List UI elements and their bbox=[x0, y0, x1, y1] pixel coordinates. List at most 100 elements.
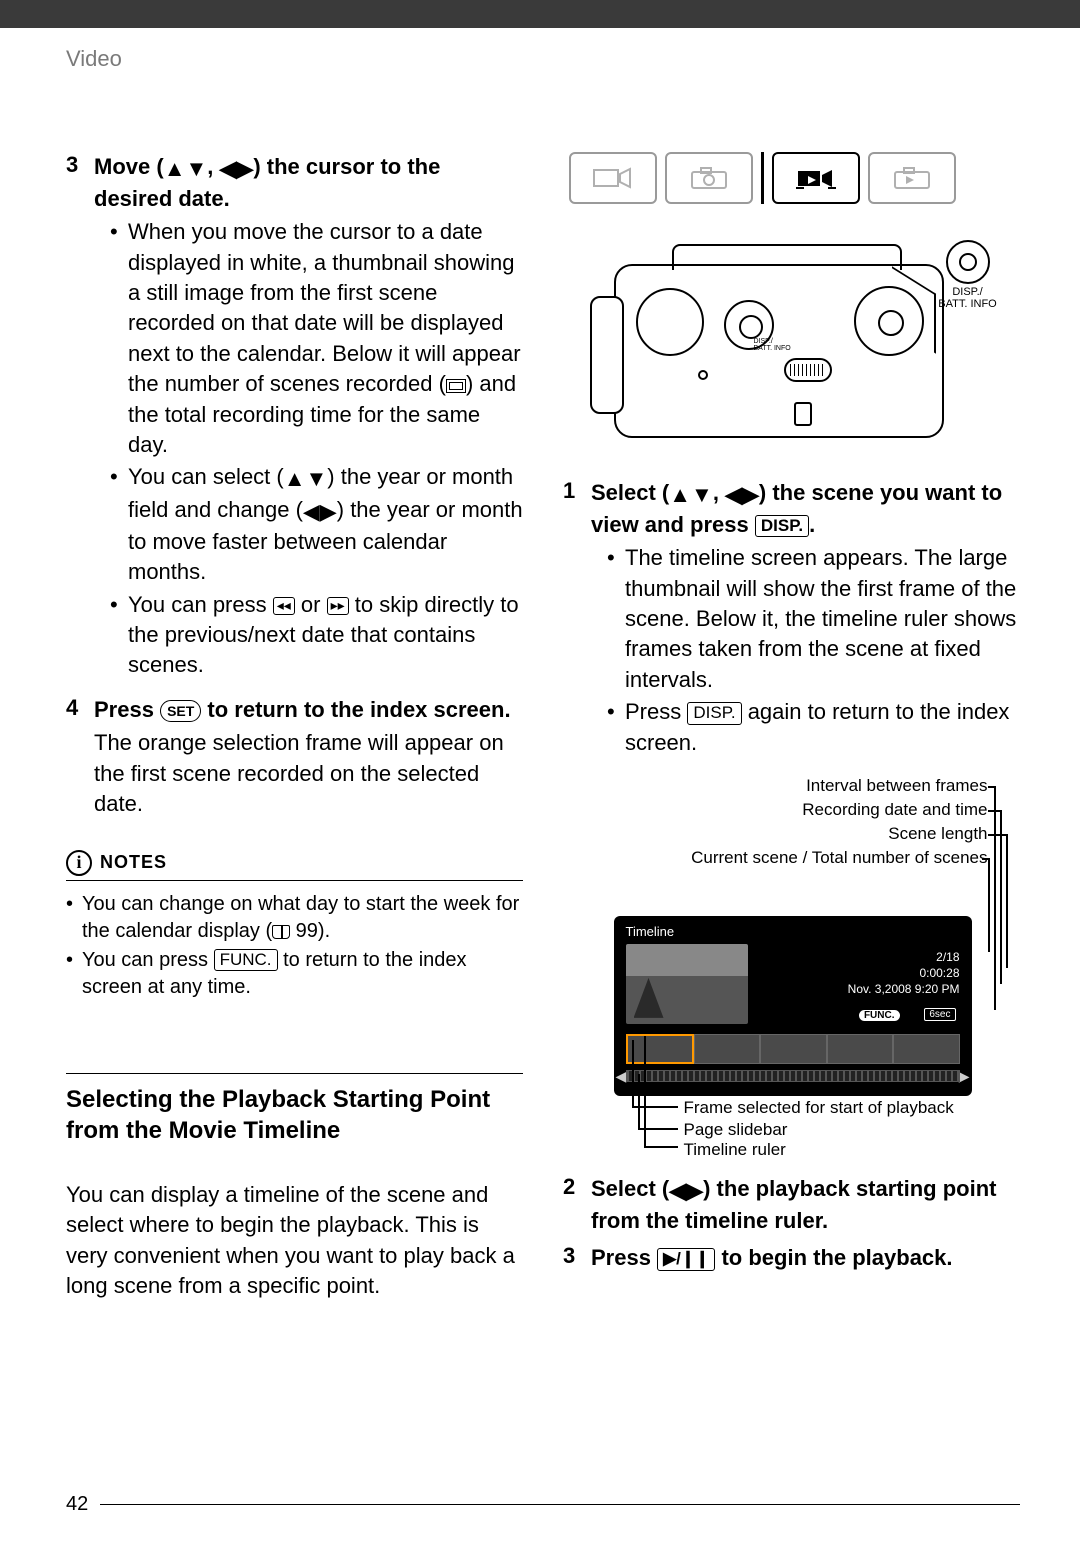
disp-label: DISP./BATT. INFO bbox=[932, 286, 1004, 310]
camcorder-diagram: DISP./BATT. INFO DISP./BATT. INFO bbox=[582, 234, 1002, 458]
t: , bbox=[207, 154, 219, 179]
step-title: Press SET to return to the index screen. bbox=[94, 695, 511, 725]
func-button-icon: FUNC. bbox=[214, 949, 278, 971]
manual-ref-icon bbox=[272, 925, 290, 939]
step-number: 3 bbox=[563, 1243, 581, 1273]
disp-button-icon bbox=[946, 240, 990, 284]
cam-part bbox=[636, 288, 704, 356]
t: 99). bbox=[290, 920, 330, 942]
interval-badge: 6sec bbox=[924, 1008, 955, 1021]
ruler-frame bbox=[827, 1034, 893, 1064]
updown-icon: ▲▼ bbox=[164, 154, 208, 184]
disp-button-label: DISP. bbox=[687, 702, 741, 724]
mode-movie-play-icon bbox=[772, 152, 860, 204]
t: Press bbox=[591, 1245, 657, 1270]
scene-length: 0:00:28 bbox=[919, 966, 959, 982]
thumbnail bbox=[626, 944, 748, 1024]
ruler-frame bbox=[694, 1034, 760, 1064]
section-header: Video bbox=[0, 28, 1080, 72]
func-badge: FUNC. bbox=[859, 1010, 900, 1021]
skip-prev-icon: ◂◂ bbox=[273, 597, 295, 614]
callout-line bbox=[644, 1146, 678, 1148]
callout-line bbox=[1006, 834, 1008, 968]
updown-icon: ▲▼ bbox=[669, 480, 713, 510]
cam-part bbox=[794, 402, 812, 426]
list-item: You can select (▲▼) the year or month fi… bbox=[110, 462, 523, 587]
callout-line bbox=[632, 1106, 678, 1108]
ruler-frame bbox=[626, 1034, 694, 1064]
t: When you move the cursor to a date displ… bbox=[128, 219, 521, 396]
callout-ruler: Timeline ruler bbox=[684, 1140, 786, 1160]
list-item: You can press FUNC. to return to the ind… bbox=[66, 947, 523, 1001]
callout-line bbox=[1000, 810, 1002, 984]
callout-slidebar: Page slidebar bbox=[684, 1120, 788, 1140]
callout-line bbox=[994, 786, 996, 1010]
step-title: Select (◀▶) the playback starting point … bbox=[591, 1174, 1020, 1235]
list-item: You can press ◂◂ or ▸▸ to skip directly … bbox=[110, 590, 523, 681]
right-column: DISP./BATT. INFO DISP./BATT. INFO 1 Sele… bbox=[563, 152, 1020, 1301]
list-item: The timeline screen appears. The large t… bbox=[607, 543, 1020, 695]
notes-header: i NOTES bbox=[66, 850, 523, 881]
ruler-frame bbox=[760, 1034, 826, 1064]
disp-callout: DISP./BATT. INFO bbox=[932, 240, 1004, 310]
t: to return to the index screen. bbox=[201, 697, 510, 722]
step3-bullets: When you move the cursor to a date displ… bbox=[66, 217, 523, 680]
step-title: Select (▲▼, ◀▶) the scene you want to vi… bbox=[591, 478, 1020, 539]
step-number: 2 bbox=[563, 1174, 581, 1235]
callout-frame-selected: Frame selected for start of playback bbox=[684, 1098, 954, 1118]
leftright-icon: ◀▶ bbox=[219, 154, 253, 184]
set-button-icon: SET bbox=[160, 700, 201, 722]
t: Press bbox=[94, 697, 160, 722]
film-icon bbox=[446, 379, 466, 393]
play-pause-icon: ▶/❙❙ bbox=[657, 1248, 715, 1270]
t: DISP. bbox=[952, 286, 979, 298]
callout-length: Scene length bbox=[888, 824, 987, 844]
leftright-icon: ◀▶ bbox=[303, 497, 337, 527]
scene-count: 2/18 bbox=[936, 950, 959, 966]
callout-count: Current scene / Total number of scenes bbox=[691, 848, 987, 868]
step1-bullets: The timeline screen appears. The large t… bbox=[563, 543, 1020, 758]
screen-title: Timeline bbox=[626, 924, 675, 939]
leftright-icon: ◀▶ bbox=[725, 480, 759, 510]
info-icon: i bbox=[66, 850, 92, 876]
t: . bbox=[809, 512, 815, 537]
callout-line bbox=[988, 858, 990, 952]
notes-list: You can change on what day to start the … bbox=[66, 891, 523, 1001]
timeline-ruler bbox=[626, 1034, 960, 1064]
t: BATT. INFO bbox=[938, 298, 996, 310]
scene-datetime: Nov. 3,2008 9:20 PM bbox=[848, 982, 960, 998]
leftright-icon: ◀▶ bbox=[669, 1176, 703, 1206]
list-item: When you move the cursor to a date displ… bbox=[110, 217, 523, 460]
page-slidebar bbox=[626, 1070, 960, 1082]
top-bar bbox=[0, 0, 1080, 28]
step4-para: The orange selection frame will appear o… bbox=[66, 728, 523, 819]
step-4: 4 Press SET to return to the index scree… bbox=[66, 695, 523, 725]
step-title: Move (▲▼, ◀▶) the cursor to the desired … bbox=[94, 152, 523, 213]
updown-icon: ▲▼ bbox=[284, 464, 328, 494]
page-number: 42 bbox=[66, 1493, 88, 1516]
section-divider bbox=[66, 1073, 523, 1074]
mode-selector bbox=[563, 152, 1020, 204]
cam-part bbox=[590, 296, 624, 414]
section-intro: You can display a timeline of the scene … bbox=[66, 1180, 523, 1301]
mode-movie-record-icon bbox=[569, 152, 657, 204]
cam-part bbox=[784, 358, 832, 382]
t: Move ( bbox=[94, 154, 164, 179]
list-item: Press DISP. again to return to the index… bbox=[607, 697, 1020, 758]
disp-button-label: DISP. bbox=[755, 515, 809, 537]
timeline-screen: Timeline 2/18 0:00:28 Nov. 3,2008 9:20 P… bbox=[614, 916, 972, 1096]
page-body: 3 Move (▲▼, ◀▶) the cursor to the desire… bbox=[0, 72, 1080, 1301]
footer-rule bbox=[100, 1504, 1020, 1506]
step-number: 1 bbox=[563, 478, 581, 539]
callout-line bbox=[982, 858, 990, 860]
step-3: 3 Move (▲▼, ◀▶) the cursor to the desire… bbox=[66, 152, 523, 213]
left-column: 3 Move (▲▼, ◀▶) the cursor to the desire… bbox=[66, 152, 523, 1301]
t: You can press bbox=[82, 949, 214, 971]
callout-line bbox=[638, 1128, 678, 1130]
mode-divider bbox=[761, 152, 764, 204]
step-2: 2 Select (◀▶) the playback starting poin… bbox=[563, 1174, 1020, 1235]
page-footer: 42 bbox=[66, 1493, 1020, 1516]
step-number: 3 bbox=[66, 152, 84, 213]
callout-line bbox=[632, 1040, 634, 1106]
cam-part bbox=[698, 370, 708, 380]
